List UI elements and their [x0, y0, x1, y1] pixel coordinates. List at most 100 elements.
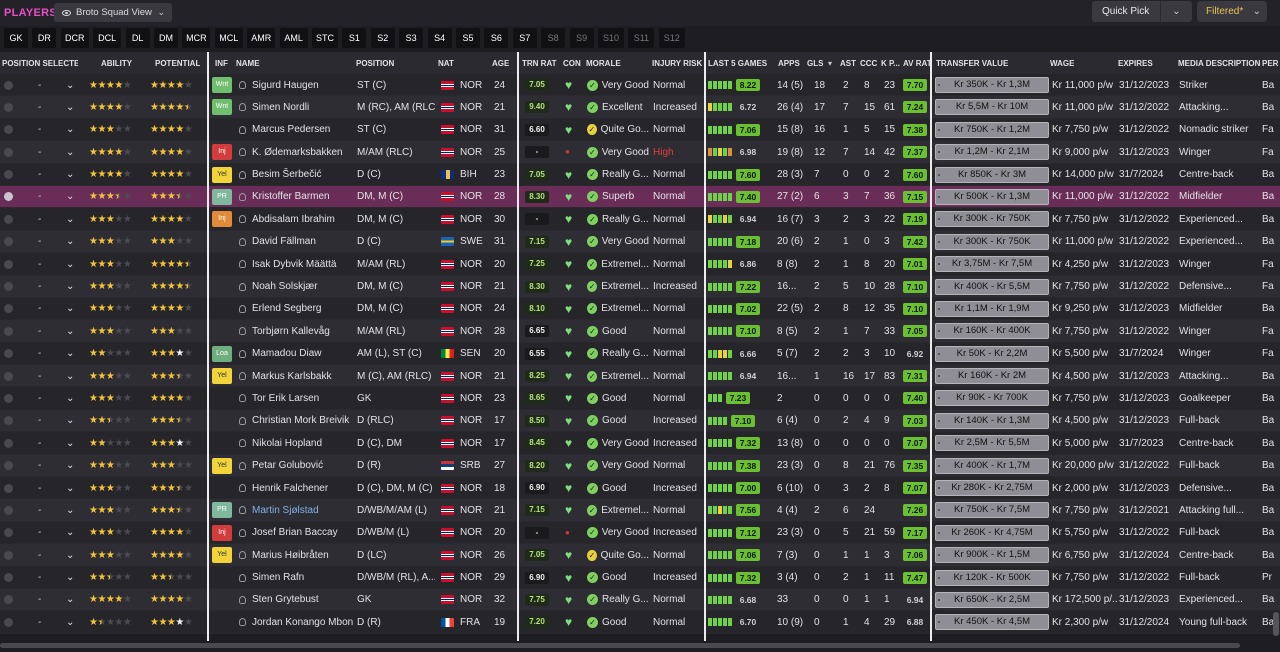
select-toggle[interactable] — [4, 567, 16, 589]
col-trn-rat[interactable]: TRN RAT — [522, 59, 557, 68]
transfer-value[interactable]: Kr 1,2M - Kr 2,1M — [935, 144, 1049, 161]
select-toggle[interactable] — [4, 387, 16, 409]
select-toggle[interactable] — [4, 522, 16, 544]
chevron-down-icon[interactable]: ⌄ — [66, 303, 75, 315]
transfer-value-cell[interactable]: Kr 120K - Kr 500K — [935, 567, 1051, 589]
select-toggle[interactable] — [4, 611, 16, 633]
col-ability[interactable]: ABILITY — [101, 59, 133, 68]
select-toggle[interactable] — [4, 432, 16, 454]
player-name[interactable]: Marcus Pedersen — [252, 124, 331, 136]
transfer-value[interactable]: Kr 300K - Kr 750K — [935, 233, 1049, 250]
position-filter-s3[interactable]: S3 — [399, 28, 424, 48]
col-age[interactable]: AGE — [492, 59, 510, 68]
player-name-cell[interactable]: Mamadou Diaw — [239, 343, 354, 365]
player-name[interactable]: David Fällman — [252, 236, 316, 248]
table-row[interactable]: - ⌄ ★★★ ★ ★ ★★★★ ★ Erlend Segberg DM, M (C) NOR 24… — [0, 297, 1280, 321]
select-toggle[interactable] — [4, 544, 16, 566]
player-name[interactable]: Isak Dybvik Määttä — [252, 258, 337, 270]
col-injury-risk[interactable]: INJURY RISK — [652, 59, 703, 68]
table-row[interactable]: - ⌄ ★★★ ★ ★ ★★★ ★ ★ Yel Petar Golubović D (R) SRB 27… — [0, 454, 1280, 478]
select-toggle[interactable] — [4, 298, 16, 320]
col-potential[interactable]: POTENTIAL — [155, 59, 201, 68]
transfer-value-cell[interactable]: Kr 160K - Kr 2M — [935, 365, 1051, 387]
select-toggle[interactable] — [4, 141, 16, 163]
position-filter-s2[interactable]: S2 — [370, 28, 395, 48]
select-toggle[interactable] — [4, 477, 16, 499]
transfer-value-cell[interactable]: Kr 750K - Kr 1,2M — [935, 119, 1051, 141]
transfer-value[interactable]: Kr 160K - Kr 400K — [935, 323, 1049, 340]
table-row[interactable]: - ⌄ ★★★ ★ ★ ★★★ ★ ★ PR Kristoffer Barmen DM, M (C)… — [0, 185, 1280, 209]
table-row[interactable]: - ⌄ ★★★ ★ ★ ★★★★ ★ Marcus Pedersen ST (C) NOR 31 6.… — [0, 118, 1280, 142]
select-toggle[interactable] — [4, 320, 16, 342]
filter-button[interactable]: Filtered* ⌄ — [1197, 1, 1267, 22]
position-filter-dl[interactable]: DL — [125, 28, 150, 48]
transfer-value-cell[interactable]: Kr 260K - Kr 4,75M — [935, 522, 1051, 544]
table-row[interactable]: - ⌄ ★★ ★ ★ ★ ★★ ★ ★ ★ Simen Rafn D/WB/M (RL), A... N… — [0, 566, 1280, 589]
col-ccc[interactable]: CCC — [860, 59, 878, 68]
transfer-value-cell[interactable]: Kr 50K - Kr 2,2M — [935, 343, 1051, 365]
chevron-down-icon[interactable]: ⌄ — [66, 258, 75, 270]
select-toggle[interactable] — [4, 164, 16, 186]
transfer-value-cell[interactable]: Kr 500K - Kr 1,3M — [935, 186, 1051, 208]
player-name[interactable]: Petar Golubović — [252, 460, 324, 472]
transfer-value[interactable]: Kr 400K - Kr 5,5M — [935, 278, 1049, 295]
transfer-value[interactable]: Kr 500K - Kr 1,3M — [935, 188, 1049, 205]
select-toggle[interactable] — [4, 276, 16, 298]
chevron-down-icon[interactable]: ⌄ — [66, 348, 75, 360]
select-toggle[interactable] — [4, 589, 16, 611]
table-row[interactable]: - ⌄ ★★★ ★ ★ ★★★ ★ ★ Torbjørn Kallevåg M/AM (RL) NO… — [0, 320, 1280, 343]
col-morale[interactable]: MORALE — [586, 59, 621, 68]
table-row[interactable]: - ⌄ ★★★ ★ ★ ★★★★ ★ Noah Solskjær DM, M (C) NOR 21 8… — [0, 275, 1280, 298]
col-transfer-value[interactable]: TRANSFER VALUE — [936, 59, 1009, 68]
player-name[interactable]: Sigurd Haugen — [252, 79, 319, 91]
player-name-cell[interactable]: David Fällman — [239, 231, 354, 253]
chevron-down-icon[interactable]: ⌄ — [66, 281, 75, 293]
transfer-value[interactable]: Kr 750K - Kr 7,5M — [935, 502, 1049, 519]
table-row[interactable]: - ⌄ ★★★ ★ ★ ★★★ ★ ★ David Fällman D (C) SWE 31 7.15 ♥… — [0, 230, 1280, 254]
transfer-value-cell[interactable]: Kr 3,75M - Kr 7,5M — [935, 253, 1051, 275]
player-name-cell[interactable]: Sigurd Haugen — [239, 74, 354, 96]
chevron-down-icon[interactable]: ⌄ — [66, 392, 75, 404]
player-name[interactable]: Erlend Segberg — [252, 303, 322, 315]
select-toggle[interactable] — [4, 455, 16, 477]
player-name[interactable]: Christian Mork Breivik — [252, 415, 350, 427]
select-toggle[interactable] — [4, 119, 16, 141]
position-filter-mcl[interactable]: MCL — [214, 28, 243, 48]
transfer-value[interactable]: Kr 120K - Kr 500K — [935, 569, 1049, 586]
player-name-cell[interactable]: Sten Grytebust — [239, 589, 354, 611]
player-name-cell[interactable]: Christian Mork Breivik — [239, 410, 354, 432]
player-name[interactable]: Simen Nordli — [252, 101, 310, 113]
transfer-value[interactable]: Kr 750K - Kr 1,2M — [935, 121, 1049, 138]
chevron-down-icon[interactable]: ⌄ — [66, 236, 75, 248]
position-filter-aml[interactable]: AML — [279, 28, 308, 48]
player-name[interactable]: Sten Grytebust — [252, 594, 319, 606]
transfer-value-cell[interactable]: Kr 400K - Kr 5,5M — [935, 276, 1051, 298]
player-name-cell[interactable]: Marcus Pedersen — [239, 119, 354, 141]
player-name-cell[interactable]: Besim Šerbečić — [239, 164, 354, 186]
table-row[interactable]: - ⌄ ★★ ★ ★ ★ ★★★ ★ ★ Nikolai Hopland D (C), DM NOR 1… — [0, 432, 1280, 455]
transfer-value[interactable]: Kr 260K - Kr 4,75M — [935, 524, 1049, 541]
select-toggle[interactable] — [4, 208, 16, 230]
player-name-cell[interactable]: Erlend Segberg — [239, 298, 354, 320]
position-filter-stc[interactable]: STC — [312, 28, 338, 48]
col-ast[interactable]: AST — [840, 59, 856, 68]
player-name-cell[interactable]: Jordan Konango Mbon — [239, 611, 354, 633]
transfer-value[interactable]: Kr 850K - Kr 3M — [935, 166, 1049, 183]
chevron-down-icon[interactable]: ⌄ — [66, 482, 75, 494]
player-name-cell[interactable]: K. Ødemarksbakken — [239, 141, 354, 163]
vertical-scrollbar-thumb[interactable] — [1273, 612, 1279, 636]
position-filter-dr[interactable]: DR — [32, 28, 57, 48]
select-toggle[interactable] — [4, 96, 16, 118]
position-filter-s9[interactable]: S9 — [569, 28, 594, 48]
chevron-down-icon[interactable]: ⌄ — [66, 594, 75, 606]
col-last5[interactable]: LAST 5 GAMES — [708, 59, 768, 68]
player-name-cell[interactable]: Markus Karlsbakk — [239, 365, 354, 387]
col-per[interactable]: PER — [1262, 59, 1279, 68]
transfer-value[interactable]: Kr 5,5M - Kr 10M — [935, 99, 1049, 116]
select-toggle[interactable] — [4, 499, 16, 521]
transfer-value[interactable]: Kr 140K - Kr 1,3M — [935, 412, 1049, 429]
select-toggle[interactable] — [4, 343, 16, 365]
player-name[interactable]: Markus Karlsbakk — [252, 370, 332, 382]
col-kp[interactable]: K P... — [881, 59, 900, 68]
player-name-cell[interactable]: Abdisalam Ibrahim — [239, 208, 354, 230]
